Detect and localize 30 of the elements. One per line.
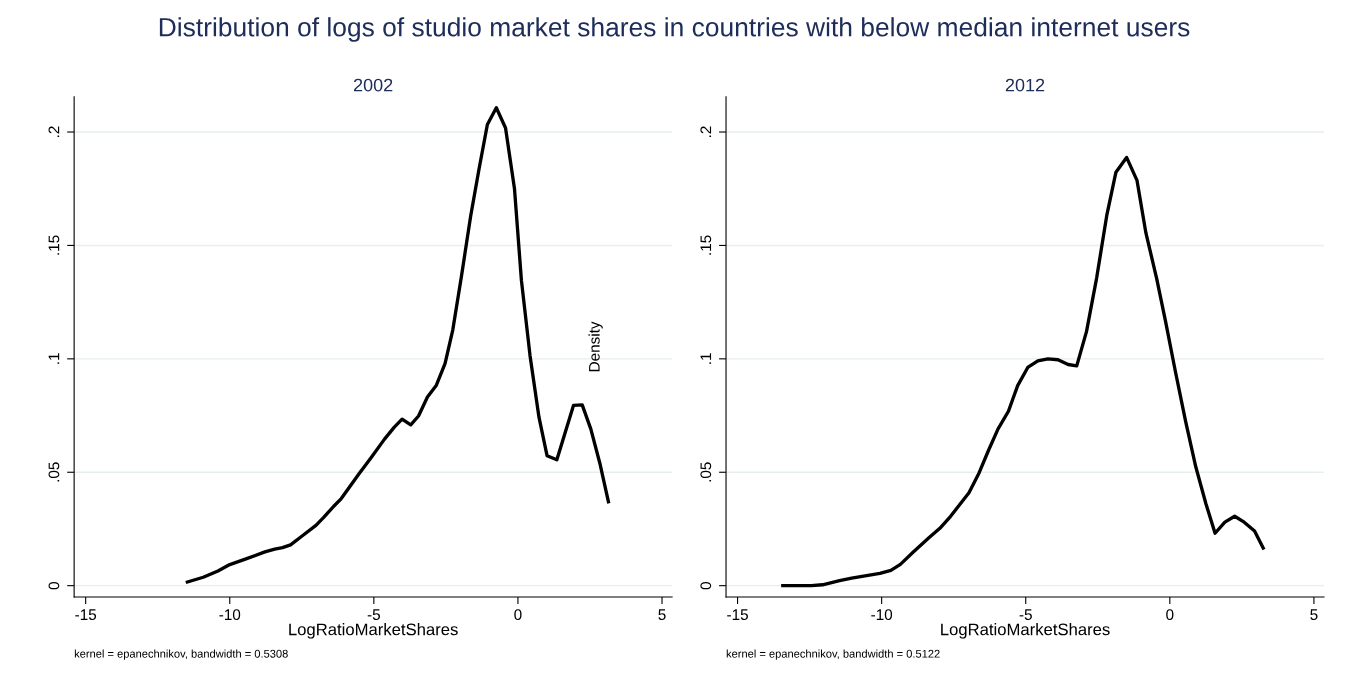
x-tick-label: 5: [1310, 609, 1318, 621]
chart-title: Distribution of logs of studio market shares in countries with below median internet users: [159, 17, 1190, 42]
y-tick-label: .05: [48, 462, 60, 482]
x-axis-title: LogRatioMarketShares: [289, 623, 458, 639]
text: kernel = epanechnikov, bandwidth = 0.5122: [726, 649, 940, 660]
x-tick-label: -10: [871, 609, 893, 621]
x-tick-label: -5: [1019, 609, 1032, 621]
y-tick-label: 0: [700, 582, 712, 590]
x-tick-label: 0: [1166, 609, 1174, 621]
x-tick-label: 5: [658, 609, 666, 621]
x-tick-label: -5: [367, 609, 380, 621]
text: kernel = epanechnikov, bandwidth = 0.5308: [74, 649, 288, 660]
line-series: [185, 106, 611, 584]
y-tick-label: .1: [48, 353, 60, 364]
y-tick-label: 0: [48, 582, 60, 590]
y-tick-label: .2: [700, 126, 712, 137]
x-tick-label: -15: [727, 609, 748, 621]
y-tick-label: .1: [700, 353, 712, 364]
y-tick-label: .05: [700, 462, 712, 482]
x-tick-label: -15: [75, 609, 97, 621]
chart-subtitle: 2012: [1005, 78, 1045, 92]
chart-subtitle: 2002: [353, 78, 393, 92]
y-axis-title: Density: [588, 321, 603, 372]
y-tick-label: .15: [48, 235, 60, 255]
y-tick-label: .2: [48, 126, 60, 137]
x-axis-title: LogRatioMarketShares: [941, 623, 1110, 639]
x-tick-label: -10: [219, 609, 241, 621]
y-tick-label: .15: [700, 235, 712, 255]
x-tick-label: 0: [514, 609, 522, 621]
line-series: [781, 155, 1265, 588]
